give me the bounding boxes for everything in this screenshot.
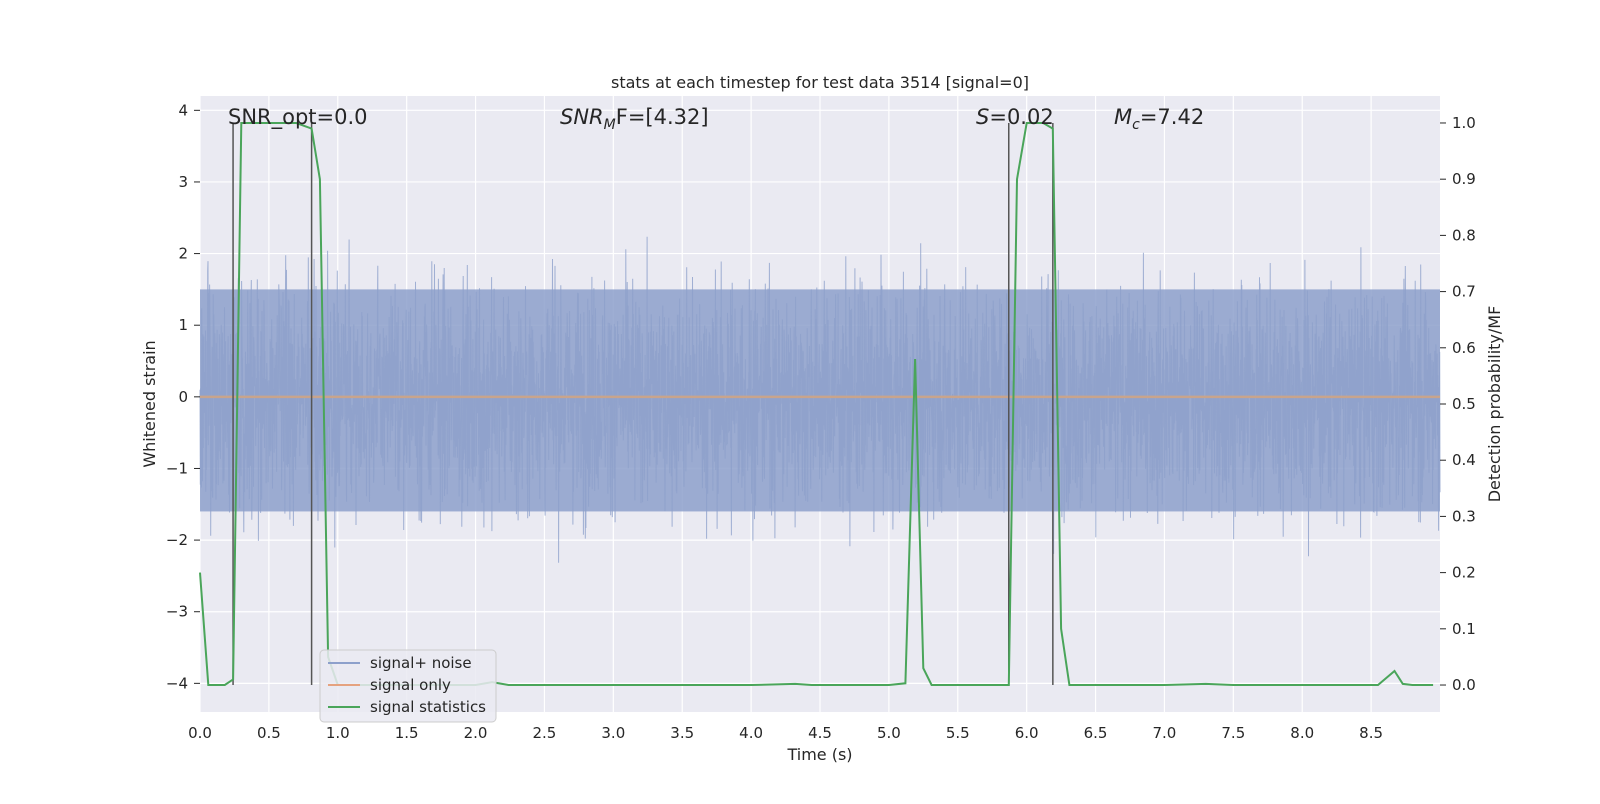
x-tick-label: 8.0 — [1290, 724, 1314, 742]
x-tick-label: 7.0 — [1153, 724, 1177, 742]
x-tick-label: 2.0 — [464, 724, 488, 742]
x-tick-label: 1.0 — [326, 724, 350, 742]
y-right-tick-label: 0.2 — [1452, 564, 1476, 582]
legend-box — [319, 649, 497, 723]
annotation-snr-opt: SNR_opt=0.0 — [228, 105, 368, 130]
y-left-axis-label: Whitened strain — [140, 340, 159, 467]
x-tick-label: 4.0 — [739, 724, 763, 742]
y-left-tick-label: −1 — [166, 459, 188, 477]
x-axis-label: Time (s) — [786, 745, 852, 764]
y-left-tick-label: 4 — [178, 101, 188, 119]
x-tick-label: 8.5 — [1359, 724, 1383, 742]
x-tick-label: 1.5 — [395, 724, 419, 742]
y-right-axis-ticks: 1.0 0.9 0.8 0.7 0.6 0.5 0.4 0.3 0.2 0.1 0.0 — [1440, 114, 1476, 694]
y-right-tick-label: 0.1 — [1452, 620, 1476, 638]
legend-label-statistics: signal statistics — [370, 698, 486, 716]
y-right-tick-label: 1.0 — [1452, 114, 1476, 132]
x-tick-label: 0.0 — [188, 724, 212, 742]
y-right-tick-label: 0.3 — [1452, 507, 1476, 525]
y-left-tick-label: −3 — [166, 603, 188, 621]
x-tick-label: 4.5 — [808, 724, 832, 742]
x-tick-label: 7.5 — [1221, 724, 1245, 742]
annotation-snr-mf: SNRMF=[4.32] — [560, 105, 709, 133]
legend: signal+ noise signal only signal statist… — [319, 649, 497, 723]
y-right-tick-label: 0.0 — [1452, 676, 1476, 694]
y-left-tick-label: 2 — [178, 245, 188, 263]
y-right-tick-label: 0.9 — [1452, 170, 1476, 188]
x-tick-label: 5.5 — [946, 724, 970, 742]
x-tick-label: 6.0 — [1015, 724, 1039, 742]
chart-title: stats at each timestep for test data 351… — [611, 73, 1029, 92]
y-left-tick-label: 3 — [178, 173, 188, 191]
signal-statistics-line — [199, 122, 1434, 686]
y-right-tick-label: 0.5 — [1452, 395, 1476, 413]
vertical-markers — [232, 122, 1054, 686]
legend-label-signal-only: signal only — [370, 676, 451, 694]
y-left-axis-ticks: 4 3 2 1 0 −1 −2 −3 −4 — [166, 101, 200, 692]
y-left-tick-label: −4 — [166, 674, 188, 692]
x-tick-label: 0.5 — [257, 724, 281, 742]
x-tick-label: 5.0 — [877, 724, 901, 742]
y-left-tick-label: 1 — [178, 316, 188, 334]
noise-line — [199, 236, 1441, 563]
x-tick-label: 6.5 — [1084, 724, 1108, 742]
x-tick-label: 3.0 — [601, 724, 625, 742]
y-left-tick-label: −2 — [166, 531, 188, 549]
y-right-tick-label: 0.8 — [1452, 226, 1476, 244]
signal-statistics-trace — [199, 122, 1434, 686]
y-right-tick-label: 0.7 — [1452, 283, 1476, 301]
annotation-mc: Mc=7.42 — [1114, 105, 1204, 133]
x-axis-ticks: 0.0 0.5 1.0 1.5 2.0 2.5 3.0 3.5 4.0 4.5 5.0 5.5 6.0 6… — [188, 724, 1383, 742]
y-right-tick-label: 0.4 — [1452, 451, 1476, 469]
annotation-s: S=0.02 — [976, 105, 1054, 129]
x-tick-label: 3.5 — [670, 724, 694, 742]
y-right-axis-label: Detection probability/MF — [1485, 306, 1504, 503]
noise-trace — [199, 236, 1441, 563]
legend-label-noise: signal+ noise — [370, 654, 472, 672]
y-left-tick-label: 0 — [178, 388, 188, 406]
y-right-tick-label: 0.6 — [1452, 339, 1476, 357]
x-tick-label: 2.5 — [533, 724, 557, 742]
